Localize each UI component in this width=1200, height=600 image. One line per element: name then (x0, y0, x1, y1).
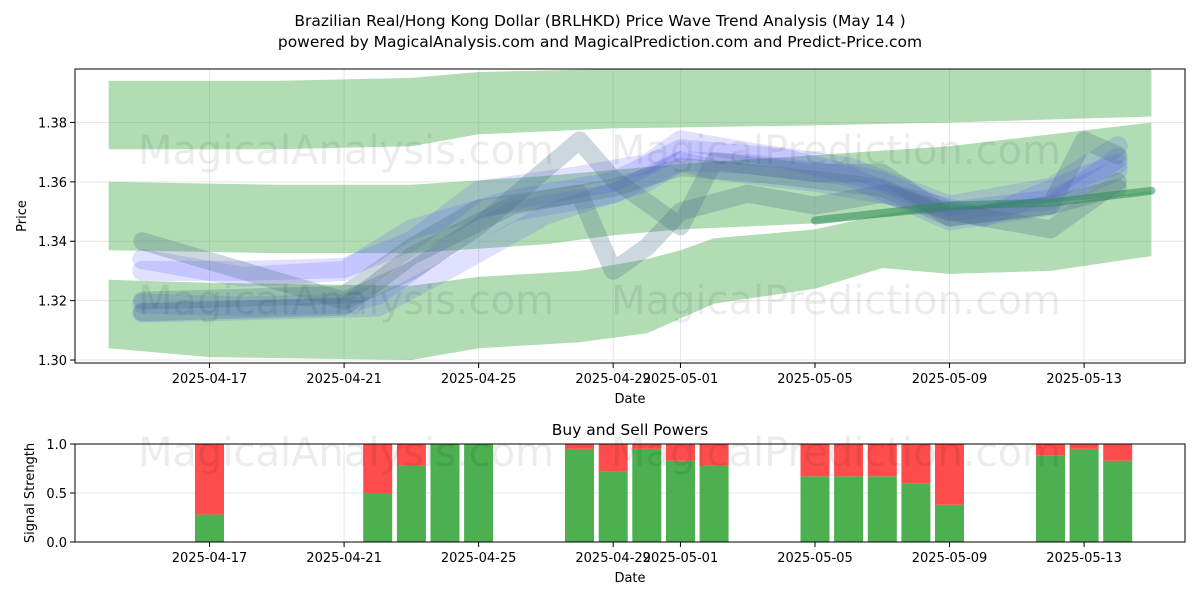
signal-x-tick-label: 2025-04-29 (575, 551, 651, 566)
price-grid (75, 69, 1185, 363)
sell-bar (1069, 444, 1099, 449)
signal-panel-title: Buy and Sell Powers (552, 421, 709, 439)
chart-title-line1: Brazilian Real/Hong Kong Dollar (BRLHKD)… (294, 12, 905, 30)
trend-line (811, 186, 1156, 225)
sell-bar (901, 444, 931, 484)
price-x-tick-label: 2025-05-13 (1046, 372, 1122, 387)
price-y-tick-label: 1.38 (38, 116, 67, 131)
price-plot-frame (74, 68, 1186, 364)
watermark-text: MagicalPrediction.com (611, 128, 1061, 174)
signal-x-tick-label: 2025-05-13 (1046, 551, 1122, 566)
buy-bar (1036, 455, 1065, 542)
buy-bar (666, 460, 695, 542)
price-y-tick-label: 1.30 (38, 354, 67, 369)
buy-bar (565, 448, 594, 542)
signal-x-tick-label: 2025-04-25 (441, 551, 517, 566)
buy-bar (1069, 448, 1099, 542)
buy-bar (598, 471, 628, 542)
sell-bar (867, 444, 897, 477)
buy-bar (935, 504, 964, 542)
watermark-text: MagicalAnalysis.com (138, 128, 554, 174)
sell-bar (363, 444, 393, 493)
buy-bar (800, 476, 830, 542)
watermark-text: MagicalAnalysis.com (138, 278, 554, 324)
price-x-tick-label: 2025-04-21 (306, 372, 382, 387)
price-x-tick-label: 2025-04-25 (441, 372, 517, 387)
buy-bar (430, 444, 460, 542)
sell-bar (935, 444, 964, 505)
price-y-tick-label: 1.36 (38, 176, 67, 191)
watermark-text: MagicalPrediction.com (611, 278, 1061, 324)
price-y-tick-label: 1.34 (38, 235, 67, 250)
sell-bar (396, 444, 426, 466)
signal-x-tick-label: 2025-04-17 (172, 551, 248, 566)
blue-wave-path (132, 139, 1128, 287)
signal-y-axis-label: Signal Strength (23, 443, 38, 543)
buy-bar (699, 465, 729, 542)
sell-bar (1103, 444, 1133, 461)
price-y-tick-label: 1.32 (38, 295, 67, 310)
signal-x-tick-label: 2025-05-05 (777, 551, 853, 566)
green-band-middle (108, 122, 1152, 254)
chart-title-line2: powered by MagicalAnalysis.com and Magic… (278, 33, 922, 51)
price-x-tick-label: 2025-05-05 (777, 372, 853, 387)
signal-bars (195, 444, 1133, 542)
signal-y-tick-label: 0.0 (46, 536, 67, 551)
price-x-tick-label: 2025-05-09 (912, 372, 988, 387)
buy-bar (195, 514, 224, 542)
signal-x-tick-label: 2025-04-21 (306, 551, 382, 566)
signal-x-tick-label: 2025-05-09 (912, 551, 988, 566)
watermark-layer: MagicalAnalysis.com MagicalPrediction.com… (138, 128, 1061, 476)
price-bands-clip (108, 69, 1156, 360)
price-x-tick-label: 2025-04-29 (575, 372, 651, 387)
price-y-axis-label: Price (15, 200, 30, 232)
sell-bar (699, 444, 729, 466)
buy-bar (1103, 460, 1133, 542)
slate-wave-path (133, 131, 1127, 310)
buy-bar (396, 465, 426, 542)
sell-bar (834, 444, 864, 477)
buy-bar (464, 444, 494, 542)
signal-ticks: 2025-04-17 2025-04-21 2025-04-25 2025-04-29… (46, 438, 1122, 566)
signal-panel: Buy and Sell Powers 2025-04-17 2025-04-21… (23, 421, 1186, 586)
buy-bar (632, 448, 662, 542)
price-x-axis-label: Date (614, 392, 645, 407)
watermark-text: MagicalPrediction.com (611, 430, 1061, 476)
buy-bar (901, 483, 931, 542)
signal-x-tick-label: 2025-05-01 (643, 551, 719, 566)
green-band-lower (108, 190, 1152, 360)
sell-bar (598, 444, 628, 472)
price-x-tick-label: 2025-04-17 (172, 372, 248, 387)
price-x-tick-label: 2025-05-01 (643, 372, 719, 387)
sell-bar (632, 444, 662, 449)
signal-y-tick-label: 0.5 (46, 487, 67, 502)
buy-bar (363, 493, 393, 542)
green-band-upper (108, 69, 1152, 150)
watermark-text: MagicalAnalysis.com (138, 430, 554, 476)
sell-bar (666, 444, 695, 461)
sell-bar (800, 444, 830, 477)
buy-bar (867, 476, 897, 542)
signal-x-axis-label: Date (614, 571, 645, 586)
sell-bar (565, 444, 594, 449)
blue-wave-path (132, 148, 1128, 317)
buy-bar (834, 476, 864, 542)
signal-plot-frame (74, 443, 1186, 543)
slate-wave-path (133, 158, 1127, 322)
blue-wave-path (132, 151, 1128, 323)
price-ticks: 2025-04-17 2025-04-21 2025-04-25 2025-04-29… (38, 116, 1122, 387)
price-panel: 2025-04-17 2025-04-21 2025-04-25 2025-04-29… (15, 68, 1186, 407)
price-bands (108, 69, 1156, 360)
sell-bar (195, 444, 224, 515)
sell-bar (1036, 444, 1065, 456)
signal-y-tick-label: 1.0 (46, 438, 67, 453)
